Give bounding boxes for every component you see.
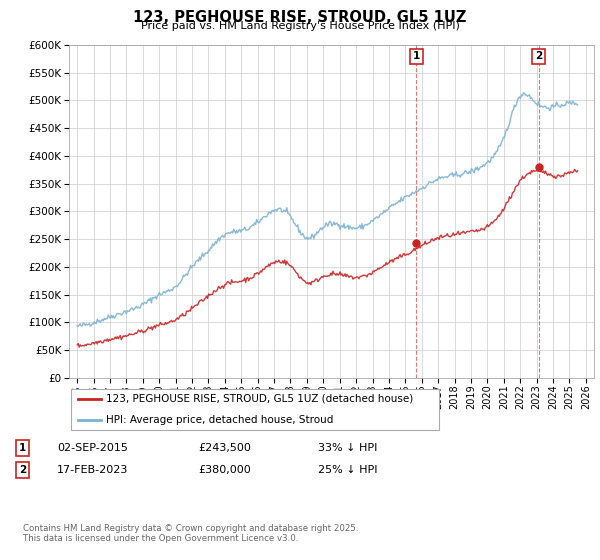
Text: 02-SEP-2015: 02-SEP-2015 bbox=[57, 443, 128, 453]
Text: £243,500: £243,500 bbox=[198, 443, 251, 453]
Text: 123, PEGHOUSE RISE, STROUD, GL5 1UZ (detached house): 123, PEGHOUSE RISE, STROUD, GL5 1UZ (det… bbox=[106, 394, 413, 404]
Text: 1: 1 bbox=[413, 52, 420, 62]
Text: 17-FEB-2023: 17-FEB-2023 bbox=[57, 465, 128, 475]
Text: 33% ↓ HPI: 33% ↓ HPI bbox=[318, 443, 377, 453]
Text: 25% ↓ HPI: 25% ↓ HPI bbox=[318, 465, 377, 475]
FancyBboxPatch shape bbox=[71, 389, 439, 430]
Text: 1: 1 bbox=[19, 443, 26, 453]
Text: HPI: Average price, detached house, Stroud: HPI: Average price, detached house, Stro… bbox=[106, 415, 334, 425]
Text: 2: 2 bbox=[535, 52, 542, 62]
Text: Price paid vs. HM Land Registry's House Price Index (HPI): Price paid vs. HM Land Registry's House … bbox=[140, 21, 460, 31]
Text: 2: 2 bbox=[19, 465, 26, 475]
Text: 123, PEGHOUSE RISE, STROUD, GL5 1UZ: 123, PEGHOUSE RISE, STROUD, GL5 1UZ bbox=[133, 10, 467, 25]
Text: Contains HM Land Registry data © Crown copyright and database right 2025.
This d: Contains HM Land Registry data © Crown c… bbox=[23, 524, 358, 543]
Text: £380,000: £380,000 bbox=[198, 465, 251, 475]
